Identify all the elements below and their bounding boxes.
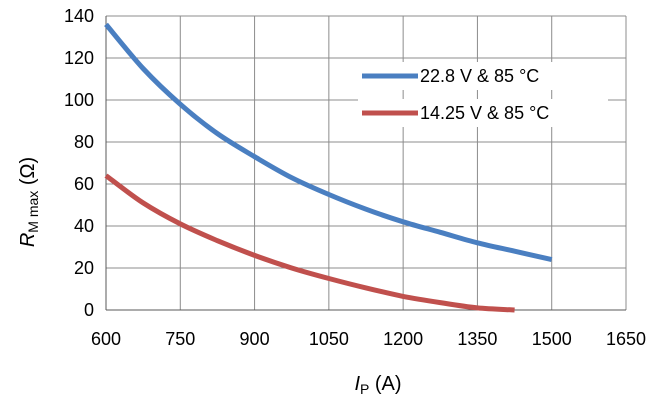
legend-label-1: 14.25 V & 85 °C: [420, 103, 549, 123]
x-axis-title-unit: (A): [369, 373, 401, 395]
y-tick-label: 60: [74, 174, 94, 194]
series-line-0: [104, 22, 553, 263]
y-tick-label: 0: [84, 300, 94, 320]
series-lines: [104, 22, 553, 313]
y-axis-title-main: R: [17, 233, 39, 247]
x-tick-label: 1650: [606, 329, 646, 349]
y-tick-label: 40: [74, 216, 94, 236]
y-axis-title-unit: (Ω): [17, 157, 39, 191]
x-tick-label: 1500: [532, 329, 572, 349]
y-tick-label: 120: [64, 48, 94, 68]
legend-label-0: 22.8 V & 85 °C: [420, 66, 539, 86]
x-tick-label: 1050: [309, 329, 349, 349]
x-tick-label: 750: [165, 329, 195, 349]
y-tick-label: 100: [64, 90, 94, 110]
x-axis-title: IP (A): [354, 373, 401, 397]
x-tick-label: 900: [240, 329, 270, 349]
y-axis-title: RM max (Ω): [17, 157, 41, 247]
series-line-1: [104, 173, 515, 313]
x-tick-label: 1350: [457, 329, 497, 349]
legend: 22.8 V & 85 °C 14.25 V & 85 °C: [358, 62, 608, 127]
y-tick-label: 20: [74, 258, 94, 278]
y-axis-title-sub: M max: [25, 191, 41, 233]
x-axis-title-sub: P: [360, 381, 369, 397]
y-tick-label: 140: [64, 6, 94, 26]
x-tick-label: 1200: [383, 329, 423, 349]
x-axis-title-main: I: [354, 373, 360, 395]
y-tick-label: 80: [74, 132, 94, 152]
x-tick-label: 600: [91, 329, 121, 349]
tick-labels: 600 750 900 1050 1200 1350 1500 1650 0 20 40 60 80 10…: [64, 6, 646, 349]
